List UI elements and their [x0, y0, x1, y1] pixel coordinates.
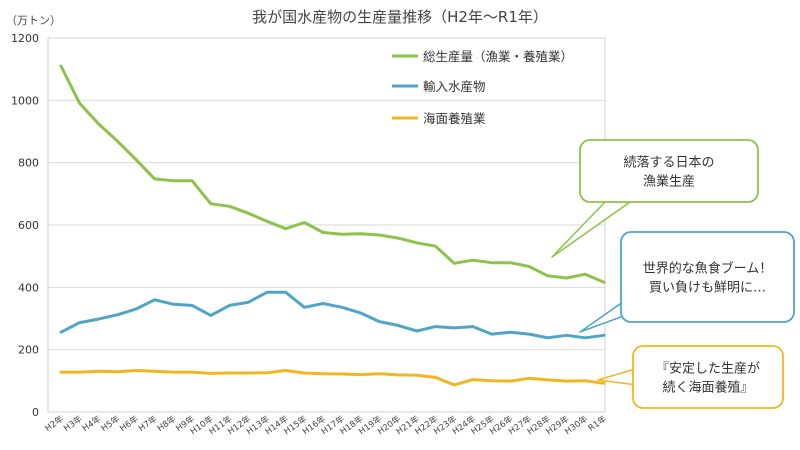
y-tick-label: 0 — [32, 406, 39, 419]
series-line-1 — [59, 64, 606, 284]
series-line-3 — [59, 369, 606, 387]
callout-tail — [551, 201, 631, 258]
x-tick-label: H5年 — [99, 413, 122, 434]
y-tick-label: 600 — [18, 219, 39, 232]
x-tick-label: R1年 — [586, 413, 609, 434]
y-tick-label: 1200 — [11, 32, 39, 45]
callout-box — [620, 231, 795, 323]
y-tick-label: 800 — [18, 157, 39, 170]
x-tick-label: H4年 — [80, 413, 103, 434]
y-tick-label: 200 — [18, 344, 39, 357]
callout-text: 続く海面養殖』 — [662, 380, 753, 396]
callout-text: 漁業生産 — [643, 174, 695, 190]
callout-box — [632, 345, 784, 409]
y-axis-unit-label: （万トン） — [6, 14, 61, 27]
y-tick-label: 400 — [18, 281, 39, 294]
x-tick-label: H6年 — [118, 413, 141, 434]
legend-label: 輸入水産物 — [423, 79, 486, 94]
x-tick-label: H7年 — [136, 413, 159, 434]
y-tick-label: 1000 — [11, 94, 39, 107]
legend-label: 総生産量（漁業・養殖業） — [423, 49, 573, 64]
x-tick-label: H2年 — [43, 413, 66, 434]
callout-text: 続落する日本の — [623, 156, 714, 171]
series-line-2 — [59, 290, 606, 340]
legend-label: 海面養殖業 — [423, 111, 486, 126]
callout-text: 買い負けも鮮明に… — [649, 281, 766, 296]
callout-box — [579, 139, 759, 203]
x-tick-label: H8年 — [155, 413, 178, 434]
chart-title: 我が国水産物の生産量推移（H2年～R1年） — [252, 8, 548, 26]
callout-text: 『安定した生産が — [656, 361, 760, 377]
callout-text: 世界的な魚食ブーム！ — [643, 261, 773, 277]
x-tick-label: H3年 — [61, 413, 84, 434]
